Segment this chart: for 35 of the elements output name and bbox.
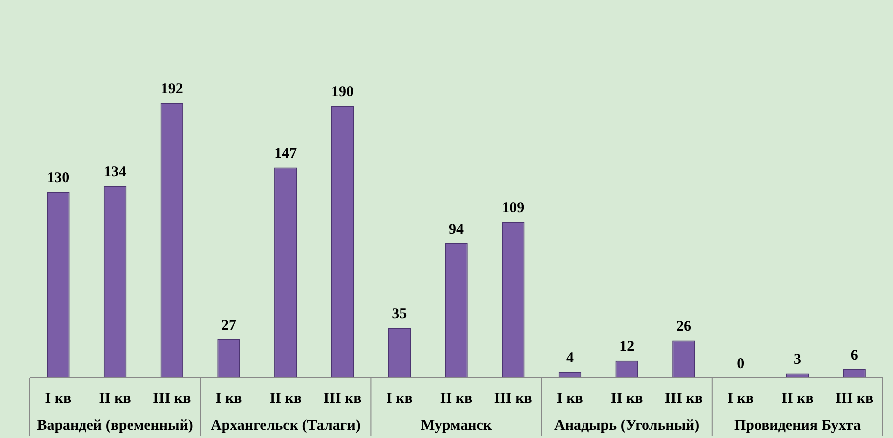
text: Анадырь (Угольный): [554, 418, 700, 434]
x-tick-label: III кв: [324, 390, 362, 407]
data-label: 0: [737, 356, 745, 372]
data-label: 147: [274, 146, 298, 162]
x-tick-label: III кв: [664, 390, 703, 407]
text: Провидения Бухта: [734, 418, 862, 434]
data-label: 6: [850, 348, 859, 364]
x-tick-label: I кв: [728, 390, 754, 407]
x-tick-label: II кв: [782, 390, 814, 407]
data-label: 12: [620, 339, 635, 356]
text: Архангельск (Талаги): [210, 418, 361, 434]
x-tick-label: II кв: [270, 390, 302, 407]
text: Мурманск: [420, 418, 492, 434]
x-tick-label: III кв: [494, 390, 532, 407]
data-label: 134: [104, 164, 128, 181]
x-tick-label: I кв: [45, 390, 72, 407]
data-label: 94: [449, 222, 464, 238]
x-tick-label: II кв: [440, 390, 473, 407]
data-label: 190: [332, 84, 354, 101]
x-tick-label: III кв: [153, 390, 192, 407]
data-label: 130: [47, 170, 70, 186]
x-tick-label: II кв: [99, 390, 132, 407]
text: Варандей (временный): [37, 418, 194, 434]
data-label: 27: [222, 318, 238, 334]
data-label: 26: [676, 319, 692, 336]
x-tick-label: I кв: [386, 390, 413, 407]
data-label: 35: [392, 306, 408, 322]
x-tick-label: I кв: [557, 390, 584, 407]
x-tick-label: III кв: [836, 390, 874, 407]
x-tick-label: I кв: [216, 390, 242, 407]
data-label: 3: [794, 352, 802, 368]
data-label: 109: [502, 200, 525, 216]
data-label: 192: [160, 82, 184, 98]
x-tick-label: II кв: [611, 390, 644, 407]
data-label: 4: [566, 350, 574, 367]
